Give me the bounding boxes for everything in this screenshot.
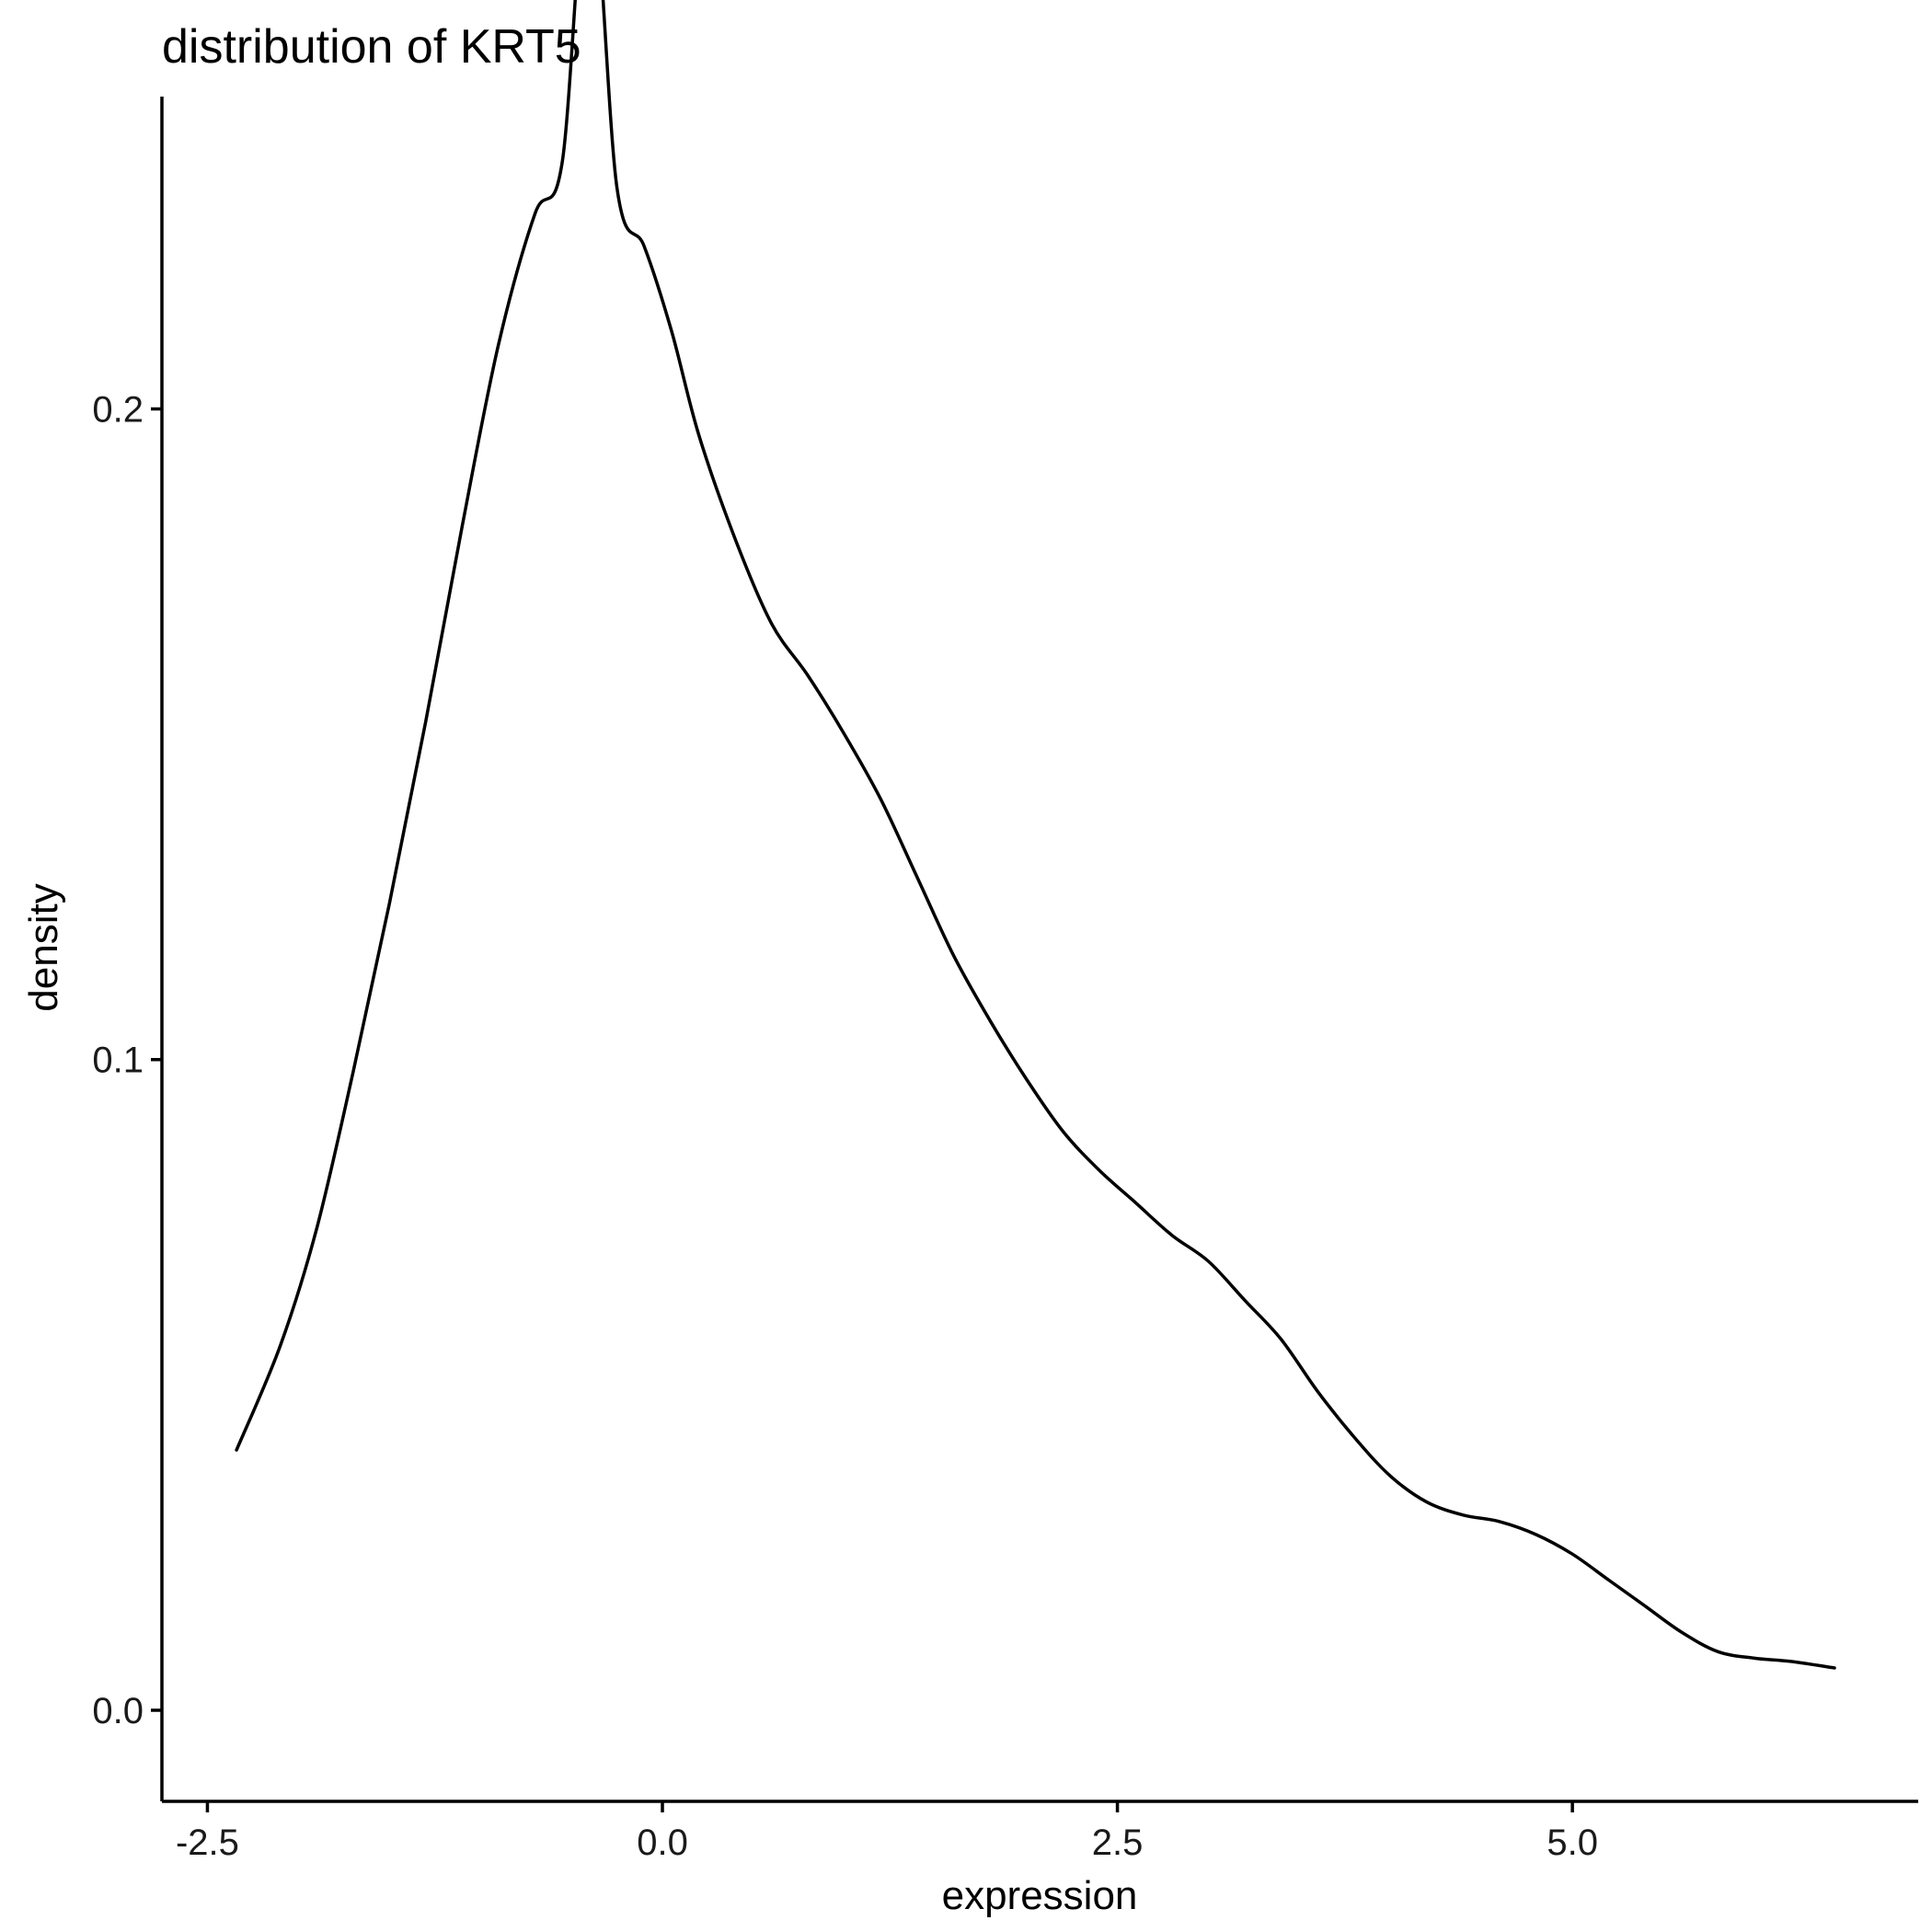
axes: -2.5 0.0 2.5 5.0 0.0 0.1 0.2 xyxy=(92,97,1918,1863)
y-tick-label: 0.1 xyxy=(92,1041,144,1081)
chart-title: distribution of KRT5 xyxy=(162,20,581,74)
y-tick-label: 0.2 xyxy=(92,389,144,430)
density-curve xyxy=(235,0,1836,1670)
x-tick-label: 5.0 xyxy=(1547,1823,1598,1863)
x-tick-label: -2.5 xyxy=(176,1823,239,1863)
x-tick-label: 2.5 xyxy=(1092,1823,1144,1863)
x-axis-title: expression xyxy=(942,1873,1138,1918)
plot-area xyxy=(235,0,1836,1670)
y-tick-label: 0.0 xyxy=(92,1691,144,1731)
y-axis-title: density xyxy=(21,883,66,1011)
x-tick-label: 0.0 xyxy=(637,1823,688,1863)
